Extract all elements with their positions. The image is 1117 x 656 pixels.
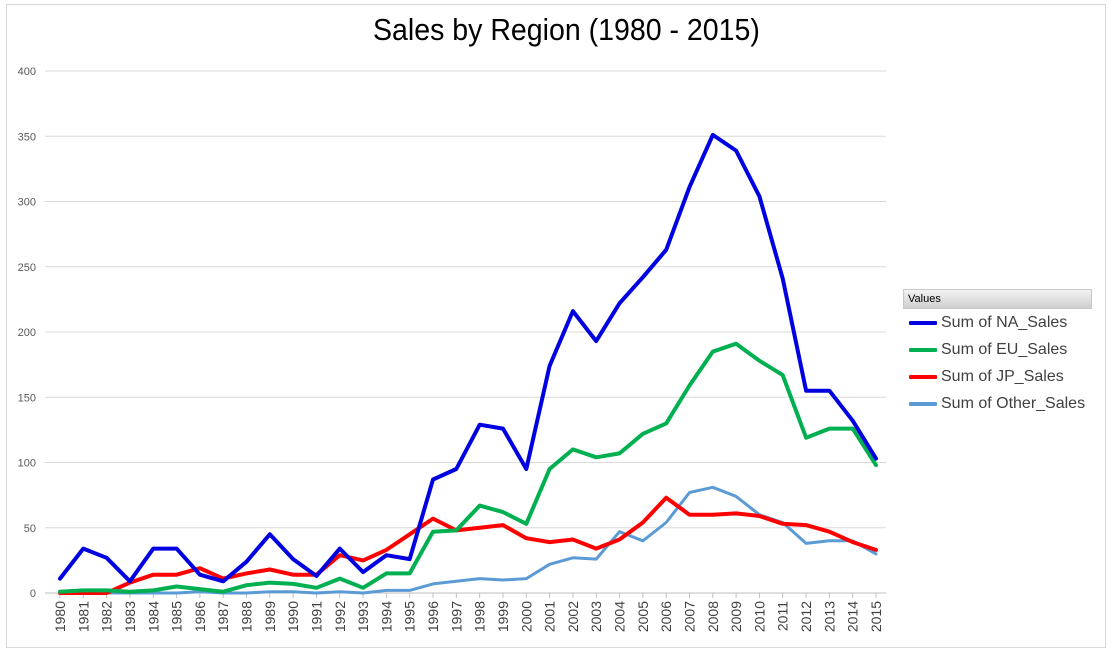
legend-item[interactable]: Sum of EU_Sales: [903, 336, 1092, 363]
legend-swatch: [909, 374, 937, 379]
x-tick-label: 1991: [308, 601, 324, 632]
x-tick-label: 2005: [635, 601, 651, 632]
legend-swatch: [909, 347, 937, 352]
y-tick-label: 0: [30, 588, 36, 600]
x-tick-label: 2000: [518, 601, 534, 632]
x-tick-label: 1999: [495, 601, 511, 632]
x-tick-label: 1987: [215, 601, 231, 632]
x-tick-label: 2014: [845, 601, 861, 632]
x-tick-label: 1993: [355, 601, 371, 632]
y-tick-label: 400: [18, 66, 36, 78]
x-axis-ticks: 1980 1981 1982 1983 1984 1985 1986 1987 1988 1989…: [52, 593, 884, 632]
legend-label: Sum of NA_Sales: [941, 313, 1068, 331]
legend: Values Sum of NA_Sales Sum of EU_Sales Sum…: [903, 289, 1092, 417]
x-tick-label: 1996: [425, 601, 441, 632]
x-tick-label: 1990: [285, 601, 301, 632]
x-tick-label: 2001: [542, 601, 558, 632]
x-tick-label: 1997: [448, 601, 464, 632]
x-tick-label: 1992: [332, 601, 348, 632]
y-tick-label: 250: [18, 262, 36, 274]
series-line-na-sales[interactable]: [58, 132, 878, 584]
legend-header[interactable]: Values: [903, 289, 1092, 309]
y-tick-label: 50: [24, 523, 36, 535]
legend-item[interactable]: Sum of NA_Sales: [903, 309, 1092, 336]
x-tick-label: 1982: [99, 601, 115, 632]
series-lines: [58, 132, 878, 595]
y-tick-label: 350: [18, 131, 36, 143]
x-tick-label: 2002: [565, 601, 581, 632]
y-tick-label: 300: [18, 197, 36, 209]
x-tick-label: 1995: [402, 601, 418, 632]
legend-label: Sum of JP_Sales: [941, 367, 1064, 385]
x-tick-label: 2012: [798, 601, 814, 632]
series-line-eu-sales[interactable]: [58, 341, 878, 594]
x-tick-label: 1984: [145, 601, 161, 632]
x-tick-label: 2011: [775, 601, 791, 631]
y-axis-ticks: 0 50 100 150 200 250 300 350 400: [18, 66, 36, 600]
legend-label: Sum of EU_Sales: [941, 340, 1068, 358]
x-tick-label: 1981: [75, 601, 91, 632]
y-tick-label: 200: [18, 327, 36, 339]
x-tick-label: 2010: [751, 601, 767, 632]
x-tick-label: 1980: [52, 601, 68, 632]
x-tick-label: 2007: [681, 601, 697, 632]
series-line-other-sales[interactable]: [58, 485, 878, 595]
legend-item[interactable]: Sum of Other_Sales: [903, 390, 1092, 417]
x-tick-label: 2009: [728, 601, 744, 632]
x-tick-label: 1989: [262, 601, 278, 632]
legend-swatch: [909, 320, 937, 325]
x-tick-label: 2003: [588, 601, 604, 632]
y-tick-label: 150: [18, 392, 36, 404]
chart-title: Sales by Region (1980 - 2015): [373, 12, 760, 47]
x-tick-label: 2008: [705, 601, 721, 632]
x-tick-label: 1983: [122, 601, 138, 632]
legend-swatch: [909, 401, 937, 406]
x-tick-label: 2015: [868, 601, 884, 632]
x-tick-label: 1994: [378, 601, 394, 632]
x-tick-label: 1985: [169, 601, 185, 632]
legend-item[interactable]: Sum of JP_Sales: [903, 363, 1092, 390]
x-tick-label: 2013: [821, 601, 837, 632]
x-tick-label: 1988: [239, 601, 255, 632]
legend-label: Sum of Other_Sales: [941, 394, 1086, 412]
x-tick-label: 1998: [472, 601, 488, 632]
x-tick-label: 1986: [192, 601, 208, 632]
x-tick-label: 2006: [658, 601, 674, 632]
y-tick-label: 100: [18, 458, 36, 470]
x-tick-label: 2004: [612, 601, 628, 632]
